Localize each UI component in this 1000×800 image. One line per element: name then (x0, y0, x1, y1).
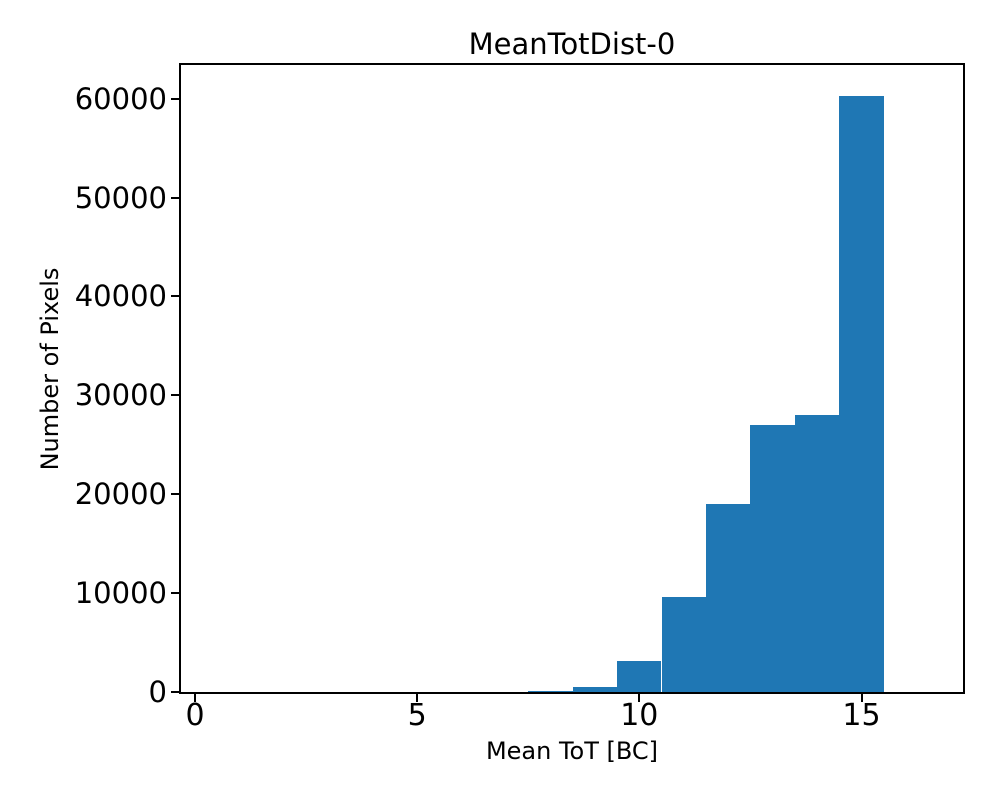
x-axis-tick-label: 15 (842, 698, 881, 733)
y-axis-tick (171, 295, 179, 298)
y-axis-tick (171, 493, 179, 496)
histogram-bar (750, 425, 795, 692)
y-axis-tick-label: 20000 (74, 477, 167, 512)
y-axis-tick (171, 196, 179, 199)
x-axis-tick-label: 0 (185, 698, 205, 733)
figure-title: MeanTotDist-0 (468, 27, 676, 61)
y-axis-tick (171, 691, 179, 693)
y-axis-tick-label: 10000 (74, 576, 167, 611)
y-axis-tick (171, 592, 179, 595)
x-axis-label: Mean ToT [BC] (485, 737, 659, 765)
histogram-bar (794, 415, 840, 692)
histogram-bar (839, 95, 884, 692)
y-axis-tick (171, 394, 179, 397)
histogram-bar (617, 660, 662, 692)
y-axis-tick-label: 0 (148, 675, 167, 709)
x-axis-tick (860, 694, 863, 702)
histogram-bar (706, 504, 751, 692)
x-axis-tick (416, 694, 419, 702)
histogram-bar (528, 690, 573, 692)
x-axis-tick (194, 694, 196, 702)
y-axis-tick-label: 30000 (74, 378, 167, 413)
histogram-bar (661, 596, 706, 692)
y-axis-tick-label: 60000 (74, 81, 167, 116)
plot-area (179, 63, 965, 694)
y-axis-tick (171, 97, 179, 100)
y-axis-tick-label: 40000 (74, 279, 167, 314)
histogram-bar (572, 686, 618, 692)
x-axis-tick-label: 5 (407, 698, 427, 733)
x-axis-tick (638, 694, 641, 702)
y-axis-tick-label: 50000 (74, 180, 167, 215)
x-axis-tick-label: 10 (620, 698, 659, 733)
